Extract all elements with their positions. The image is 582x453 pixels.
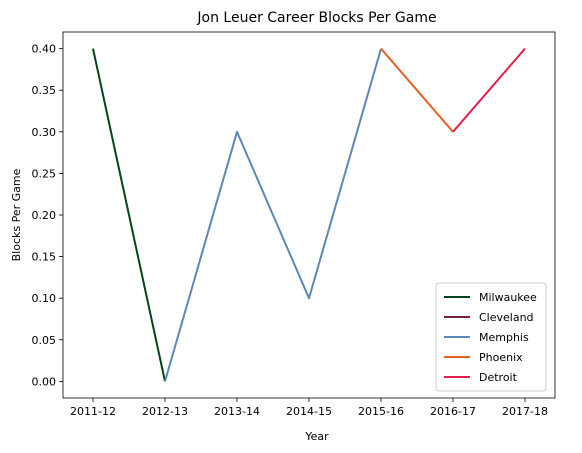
- x-tick-label-2: 2013-14: [214, 405, 260, 418]
- x-tick-label-4: 2015-16: [358, 405, 404, 418]
- y-tick-label-8: 0.40: [32, 43, 57, 56]
- x-tick-label-1: 2012-13: [142, 405, 188, 418]
- x-tick-label-5: 2016-17: [430, 405, 476, 418]
- y-tick-label-2: 0.10: [32, 292, 57, 305]
- legend-label-cleveland: Cleveland: [479, 311, 534, 324]
- y-tick-label-1: 0.05: [32, 334, 57, 347]
- x-tick-label-0: 2011-12: [70, 405, 116, 418]
- chart-title: Jon Leuer Career Blocks Per Game: [196, 10, 436, 26]
- y-tick-label-7: 0.35: [32, 84, 57, 97]
- legend-label-detroit: Detroit: [479, 371, 518, 384]
- series-line-milwaukee: [92, 48, 166, 382]
- series-line-memphis: [164, 48, 382, 382]
- x-tick-label-3: 2014-15: [286, 405, 332, 418]
- y-tick-label-0: 0.00: [32, 375, 57, 388]
- y-tick-label-6: 0.30: [32, 126, 57, 139]
- x-axis-label: Year: [304, 430, 329, 443]
- y-tick-label-5: 0.25: [32, 167, 57, 180]
- legend-box: [435, 282, 547, 392]
- y-axis-label: Blocks Per Game: [10, 168, 23, 261]
- legend-label-phoenix: Phoenix: [479, 351, 523, 364]
- series-line-phoenix: [380, 47, 454, 133]
- series-line-detroit: [452, 47, 526, 133]
- y-tick-label-3: 0.15: [32, 251, 57, 264]
- legend: Milwaukee Cleveland Memphis Phoenix Detroit: [435, 282, 547, 392]
- y-tick-label-4: 0.20: [32, 209, 57, 222]
- legend-label-memphis: Memphis: [479, 331, 529, 344]
- plot-area: 0.00 0.05 0.10 0.15 0.20 0.25 0.30 0.35 0.40 2011…: [32, 31, 556, 418]
- legend-label-milwaukee: Milwaukee: [479, 291, 537, 304]
- x-tick-label-6: 2017-18: [502, 405, 548, 418]
